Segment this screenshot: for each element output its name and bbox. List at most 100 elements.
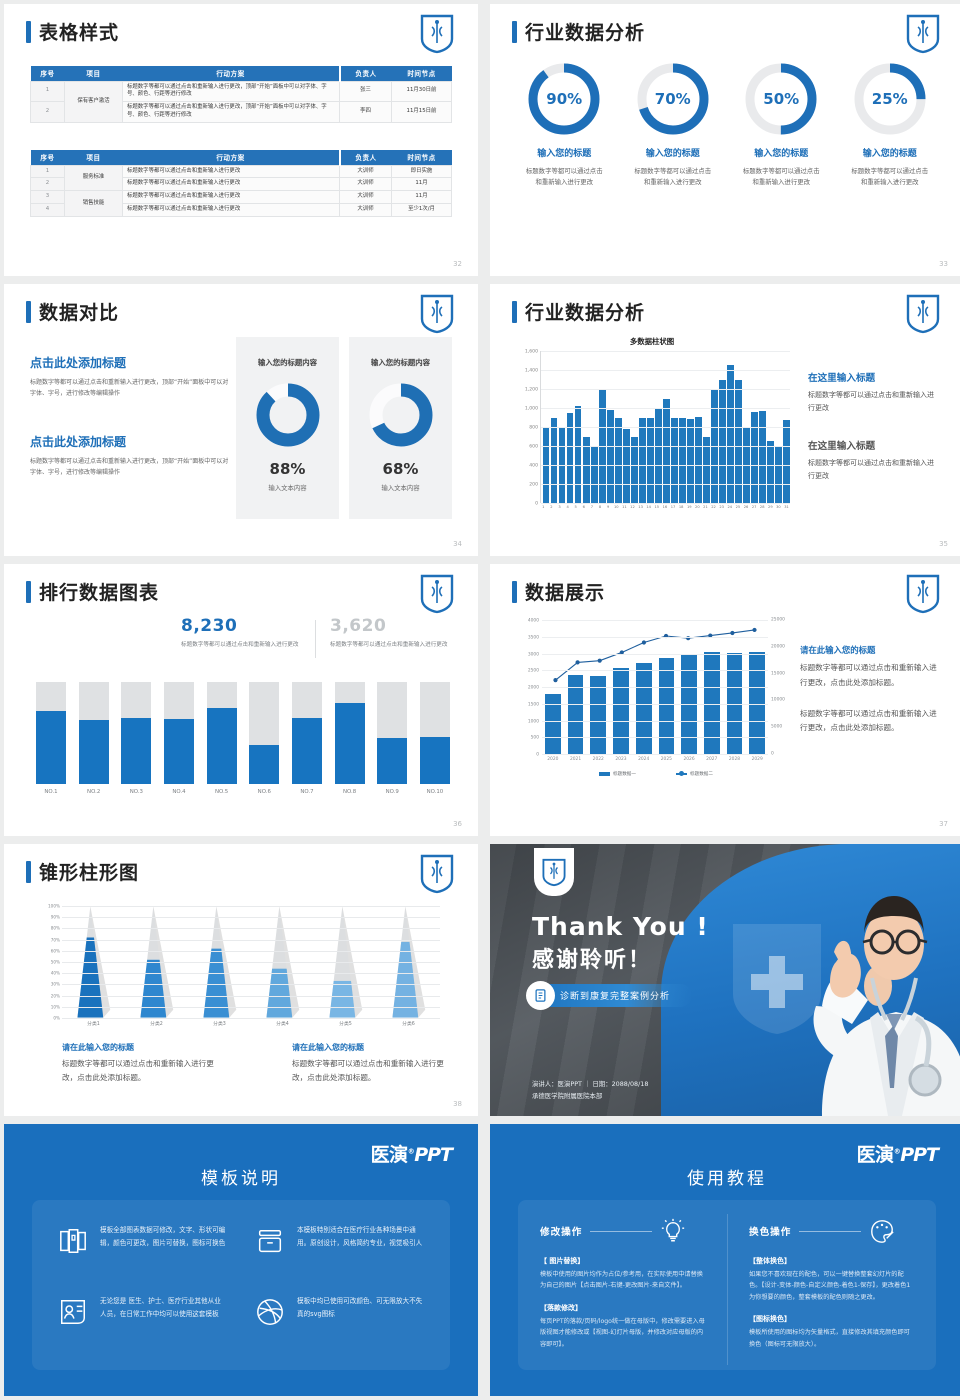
table-row: 1 服务标准 标题数字等都可以通过点击和重新输入进行更改 大训师 即日实施 <box>30 164 452 192</box>
info-cell: 本模板特别适合在医疗行业各种场景中通用。原创设计，风格简约专业，视觉吸引人 <box>241 1214 438 1285</box>
y-axis-tick: 1,200 <box>524 387 538 393</box>
slide-thank-you: Thank You ! 感谢聆听！ 诊断到康复完整案例分析 <box>490 844 960 1116</box>
document-icon <box>526 981 555 1010</box>
y-axis-tick: 40% <box>50 970 60 976</box>
ranking-item: NO.1 <box>36 682 66 800</box>
y-axis-tick: 0 <box>536 752 539 758</box>
bar <box>735 379 742 503</box>
bar <box>703 436 710 503</box>
bar <box>775 446 782 503</box>
stat-value: 3,620 <box>330 616 387 636</box>
card-title: 输入您的标题内容 <box>370 358 431 367</box>
compare-paragraph: 标题数字等都可以通过点击和重新输入进行更改，顶部“开始”面板中可以对字体、字号，… <box>30 458 229 477</box>
ranking-item: NO.2 <box>78 682 109 800</box>
lightbulb-icon <box>662 1218 685 1242</box>
shield-cross-graphic <box>733 924 821 1035</box>
ranking-item: NO.8 <box>334 682 365 800</box>
grid-line <box>62 917 440 919</box>
ranking-item: NO.10 <box>419 682 450 800</box>
cell-action: 标题数字等都可以通过点击和重新输入进行更改 <box>122 202 340 217</box>
ring-desc: 标题数字等都可以通过点击和重新输入进行更改 <box>742 167 820 186</box>
bar <box>567 674 584 754</box>
donut-chart <box>368 382 434 448</box>
th-project: 项目 <box>64 66 123 81</box>
bar-label: NO.10 <box>426 789 444 795</box>
cell-time: 至少1次/月 <box>391 202 452 217</box>
block-paragraph: 标题数字等都可以通过点击和重新输入进行更改 <box>808 391 934 413</box>
grid-line <box>62 995 440 997</box>
y-axis-tick: 1,600 <box>524 349 538 355</box>
bar-track <box>291 682 322 784</box>
ring-title: 输入您的标题 <box>754 149 809 159</box>
x-axis-tick: 26 <box>743 505 749 509</box>
doctor-photo <box>813 896 960 1116</box>
x-axis-labels: 2020 2021 2022 2023 2024 2025 2026 2027 2028 2029 <box>542 757 768 762</box>
x-axis-tick: 3 <box>558 505 561 509</box>
page-number: 38 <box>453 1100 462 1108</box>
block-heading: 请在此输入您的标题 <box>62 1043 134 1052</box>
x-axis-tick: 29 <box>768 505 773 509</box>
x-axis-tick: 2029 <box>751 757 763 762</box>
organization-line: 承德医学院附属医院本部 <box>532 1091 603 1100</box>
grid-line: 500 <box>531 736 768 741</box>
ranking-stats: 8,230 标题数字等都可以通过点击和重新输入进行更改 3,620 标题数字等都… <box>181 616 450 658</box>
grid-line <box>62 1006 440 1008</box>
x-axis-tick: 7 <box>590 505 594 509</box>
donut-chart <box>255 382 321 448</box>
x-axis-tick: 2026 <box>683 757 695 762</box>
cell-no: 2 <box>30 177 65 192</box>
bar <box>695 416 702 503</box>
title-accent-bar <box>26 300 31 323</box>
info-text: 无论您是 医生、护士、医疗行业其他从业人员，在日常工作中均可以使用这套模板 <box>100 1297 221 1319</box>
block-paragraph: 标题数字等都可以通过点击和重新输入进行更改，点击此处添加标题。 <box>800 663 937 687</box>
bar <box>607 409 614 503</box>
grid-line: 0 <box>535 502 790 507</box>
cell-no: 1 <box>30 164 65 179</box>
x-axis-tick: 31 <box>784 505 789 509</box>
bar-label: NO.9 <box>385 789 399 795</box>
y-axis-tick: 2500 <box>527 668 539 674</box>
ring-item: 25% 输入您的标题 标题数字等都可以通过点击和重新输入进行更改 <box>842 62 938 187</box>
x-axis-tick: 2028 <box>728 757 741 762</box>
tutorial-heading-row: 修改操作 <box>540 1218 705 1244</box>
y2-axis-tick: 25000 <box>771 617 785 623</box>
bar <box>575 406 582 503</box>
grid-line: 3000 <box>528 652 768 657</box>
bar-label: NO.1 <box>44 789 58 795</box>
cell-action: 标题数字等都可以通过点击和重新输入进行更改，顶部“开始”面板中可以对字体、字号、… <box>122 80 340 103</box>
x-axis-tick: 14 <box>646 505 651 509</box>
grid-line <box>62 973 440 975</box>
cell-owner: 李四 <box>339 101 392 123</box>
bar-fill <box>419 737 450 784</box>
tutorial-block: 【整体换色】 如果您不喜欢现在的配色，可以一键替换整套幻灯片的配色。【设计-变体… <box>749 1256 914 1303</box>
block-heading: 【落款修改】 <box>540 1303 582 1312</box>
tutorial-heading: 修改操作 <box>540 1227 583 1238</box>
th-time: 时间节点 <box>391 150 452 165</box>
ring-percent: 50% <box>763 90 800 108</box>
shield-logo-badge <box>534 848 574 896</box>
y-axis-tick: 4000 <box>527 618 539 624</box>
shield-logo-icon <box>906 574 940 614</box>
grid-line: 200 <box>529 483 790 488</box>
x-axis-tick: 2021 <box>569 757 582 762</box>
bar <box>679 417 686 503</box>
grid-line <box>62 950 440 952</box>
slide-ranking: 排行数据图表 8,230 标题数字等都可以通过点击和重新输入进行更改 3,620… <box>4 564 478 836</box>
slide-industry-rings: 行业数据分析 90% 输入您的标题 标题数字等都可以通过点击和重新输入进行更改 70%… <box>490 4 960 276</box>
heading-rule <box>590 1230 653 1232</box>
x-axis-tick: 2025 <box>660 757 672 762</box>
info-cell: 模板中均已使用可改颜色、可无限放大不失真的svg图标 <box>241 1285 438 1356</box>
ranking-bar-chart: NO.1 NO.2 NO.3 NO.4 NO.5 NO.6 NO.7 NO.8 NO.9 NO.1… <box>36 682 450 800</box>
x-axis-tick: 分类1 <box>87 1022 100 1027</box>
cell-action: 标题数字等都可以通过点击和重新输入进行更改 <box>122 177 340 192</box>
shield-logo-icon <box>420 14 454 54</box>
cell-owner: 大训师 <box>339 190 392 204</box>
stat-desc: 标题数字等都可以通过点击和重新输入进行更改 <box>330 642 448 648</box>
cell-project: 服务标准 <box>64 164 123 192</box>
bar <box>545 694 561 754</box>
x-axis-tick: 2022 <box>592 757 604 762</box>
y-axis-tick: 70% <box>50 937 60 943</box>
x-axis-tick: 4 <box>566 505 569 509</box>
legend-label: 标题数据一 <box>613 772 636 777</box>
card-title: 输入您的标题内容 <box>257 358 318 367</box>
